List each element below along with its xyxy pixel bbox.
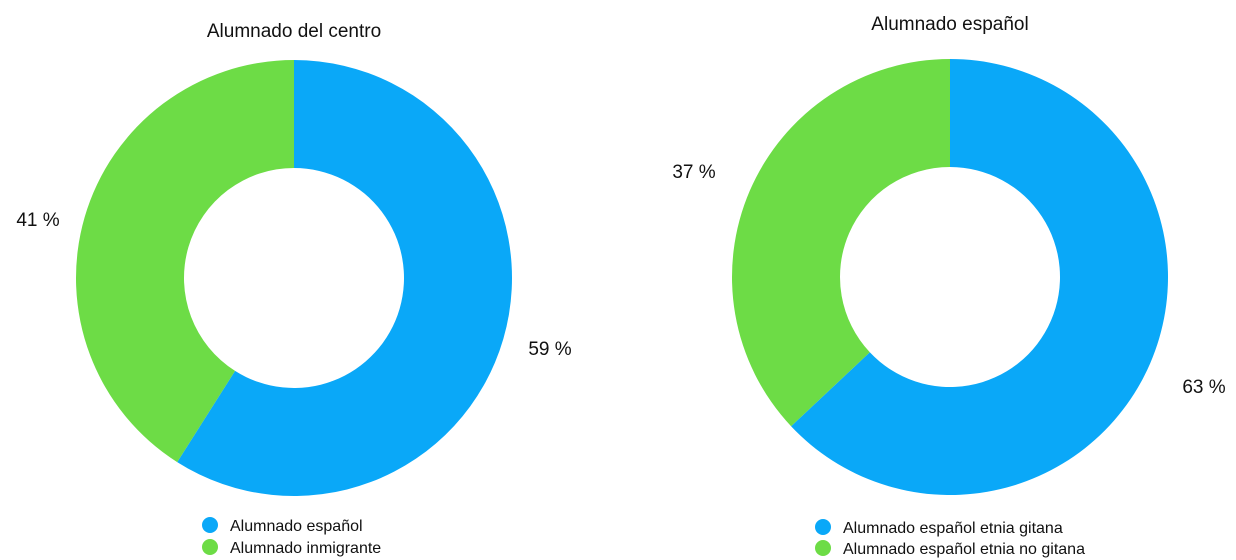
legend-label-alumnado-espanol: Alumnado español	[230, 518, 363, 535]
legend-label-etnia-gitana: Alumnado español etnia gitana	[843, 520, 1063, 537]
legend-label-etnia-no-gitana: Alumnado español etnia no gitana	[843, 541, 1085, 558]
legend: Alumnado español etnia gitana Alumnado e…	[815, 519, 1085, 558]
data-label-alumnado-espanol: 59 %	[528, 339, 571, 360]
donut-chart-alumnado-espanol: Alumnado español 63 % 37 % Alumnado espa…	[672, 14, 1225, 558]
slice-alumnado-espanol-etnia-gitana	[791, 59, 1168, 495]
legend-swatch-alumnado-espanol	[202, 517, 218, 533]
slice-alumnado-espanol	[177, 60, 513, 496]
slice-alumnado-inmigrante	[76, 60, 295, 463]
legend-swatch-etnia-gitana	[815, 519, 831, 535]
slice-alumnado-espanol-etnia-no-gitana	[731, 59, 950, 427]
legend-label-alumnado-inmigrante: Alumnado inmigrante	[230, 540, 381, 557]
chart-title: Alumnado español	[871, 14, 1028, 35]
legend-swatch-alumnado-inmigrante	[202, 539, 218, 555]
data-label-etnia-gitana: 63 %	[1182, 377, 1225, 398]
donut-chart-alumnado-centro: Alumnado del centro 59 % 41 % Alumnado e…	[16, 21, 571, 557]
legend: Alumnado español Alumnado inmigrante	[202, 517, 381, 557]
legend-swatch-etnia-no-gitana	[815, 540, 831, 556]
chart-title: Alumnado del centro	[207, 21, 381, 42]
data-label-alumnado-inmigrante: 41 %	[16, 210, 59, 231]
data-label-etnia-no-gitana: 37 %	[672, 162, 715, 183]
